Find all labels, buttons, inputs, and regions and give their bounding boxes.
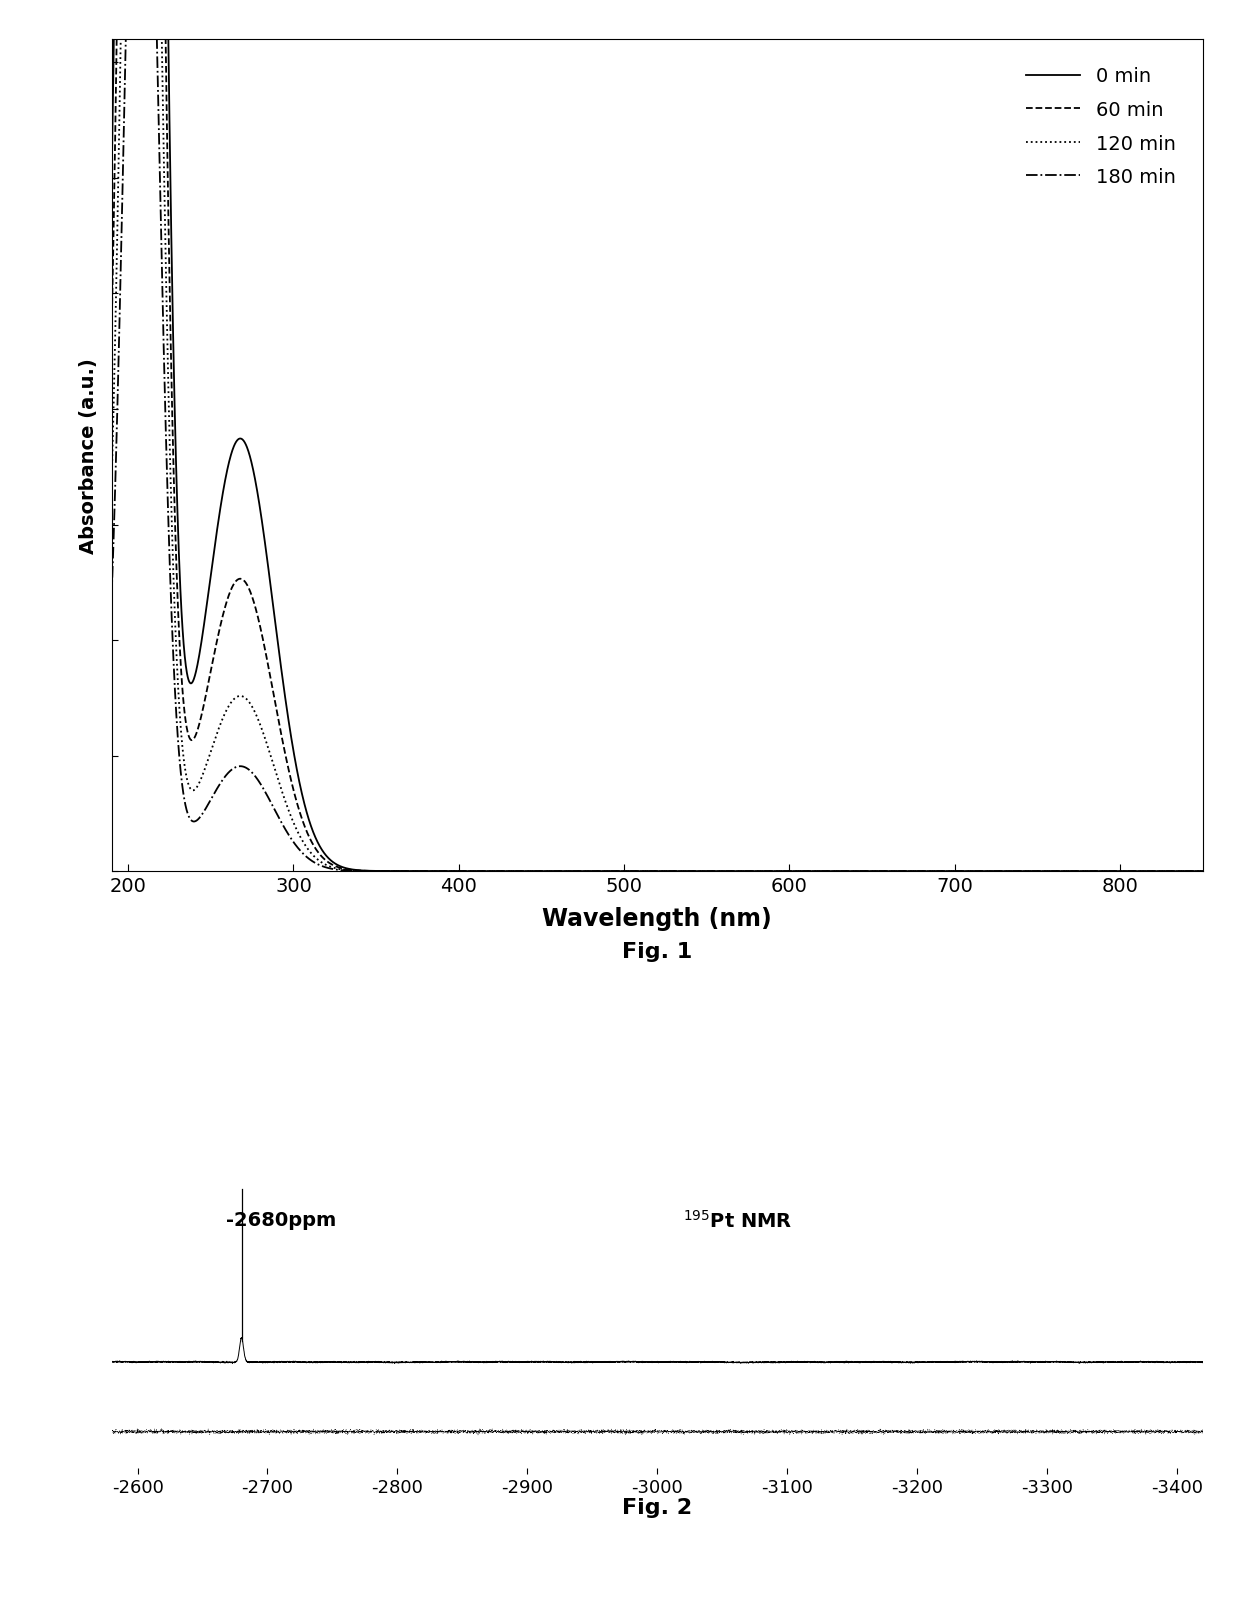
60 min — [229, 571, 244, 591]
Line: 180 min: 180 min — [112, 0, 1203, 872]
180 min — [1195, 862, 1210, 881]
0 min — [104, 175, 119, 194]
Text: $^{195}$Pt NMR: $^{195}$Pt NMR — [683, 1209, 792, 1231]
120 min — [1195, 862, 1210, 881]
120 min — [229, 689, 244, 708]
60 min — [1174, 862, 1189, 881]
180 min — [104, 587, 119, 607]
0 min — [294, 782, 309, 801]
0 min — [1174, 862, 1189, 881]
120 min — [294, 830, 309, 849]
60 min — [523, 862, 538, 881]
Line: 60 min: 60 min — [112, 0, 1203, 872]
180 min — [1056, 862, 1071, 881]
120 min — [104, 475, 119, 494]
180 min — [294, 843, 309, 862]
60 min — [1056, 862, 1071, 881]
Text: Fig. 2: Fig. 2 — [622, 1497, 692, 1517]
120 min — [1174, 862, 1189, 881]
Text: Fig. 1: Fig. 1 — [622, 942, 692, 961]
180 min — [1174, 862, 1189, 881]
Text: -2680ppm: -2680ppm — [226, 1210, 336, 1229]
0 min — [523, 862, 538, 881]
120 min — [1056, 862, 1071, 881]
180 min — [229, 758, 244, 777]
180 min — [570, 862, 585, 881]
0 min — [1056, 862, 1071, 881]
120 min — [570, 862, 585, 881]
60 min — [104, 324, 119, 343]
0 min — [570, 862, 585, 881]
Line: 0 min: 0 min — [112, 0, 1203, 872]
60 min — [294, 807, 309, 827]
Line: 120 min: 120 min — [112, 0, 1203, 872]
0 min — [229, 432, 244, 451]
60 min — [1195, 862, 1210, 881]
120 min — [523, 862, 538, 881]
180 min — [523, 862, 538, 881]
0 min — [1195, 862, 1210, 881]
Legend: 0 min, 60 min, 120 min, 180 min: 0 min, 60 min, 120 min, 180 min — [1008, 50, 1193, 204]
Y-axis label: Absorbance (a.u.): Absorbance (a.u.) — [79, 358, 98, 554]
60 min — [570, 862, 585, 881]
X-axis label: Wavelength (nm): Wavelength (nm) — [542, 907, 773, 931]
